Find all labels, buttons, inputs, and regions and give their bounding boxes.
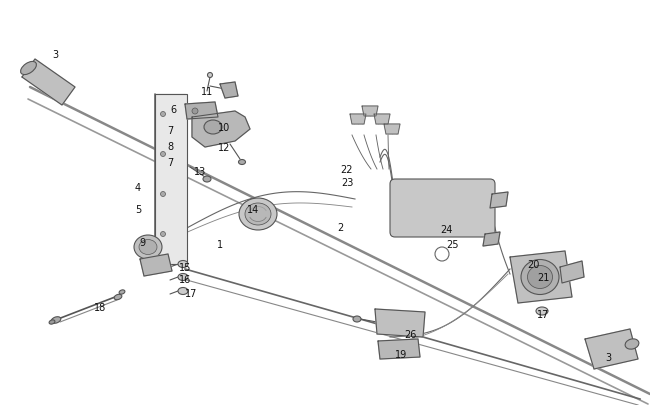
Text: 20: 20 [526, 259, 539, 269]
Text: 17: 17 [537, 309, 549, 319]
Text: 6: 6 [170, 105, 176, 115]
Ellipse shape [353, 316, 361, 322]
Ellipse shape [139, 240, 157, 255]
Ellipse shape [119, 290, 125, 294]
Ellipse shape [239, 198, 277, 230]
Text: 11: 11 [201, 87, 213, 97]
Text: 12: 12 [218, 143, 230, 153]
Text: 3: 3 [605, 352, 611, 362]
Text: 7: 7 [167, 126, 173, 136]
Text: 24: 24 [440, 224, 452, 234]
Text: 16: 16 [179, 274, 191, 284]
Text: 21: 21 [537, 272, 549, 282]
Polygon shape [185, 103, 218, 120]
Text: 15: 15 [179, 262, 191, 272]
Polygon shape [140, 254, 172, 276]
Text: 4: 4 [135, 183, 141, 192]
Text: 14: 14 [247, 205, 259, 215]
Polygon shape [510, 252, 572, 303]
Ellipse shape [192, 109, 198, 115]
Text: 19: 19 [395, 349, 407, 359]
Text: 25: 25 [447, 239, 460, 249]
Text: 17: 17 [185, 288, 197, 298]
Polygon shape [362, 107, 378, 117]
Polygon shape [378, 339, 420, 359]
Text: 9: 9 [139, 237, 145, 247]
Polygon shape [22, 60, 75, 106]
Text: 8: 8 [167, 142, 173, 151]
Ellipse shape [134, 235, 162, 259]
Polygon shape [374, 115, 390, 125]
Ellipse shape [161, 192, 166, 197]
Text: 5: 5 [135, 205, 141, 215]
FancyBboxPatch shape [390, 179, 495, 237]
Polygon shape [220, 83, 238, 99]
Text: 2: 2 [337, 222, 343, 232]
Ellipse shape [521, 260, 559, 295]
Text: 22: 22 [341, 164, 353, 175]
Polygon shape [560, 261, 584, 284]
Ellipse shape [204, 121, 222, 135]
Polygon shape [384, 125, 400, 135]
Ellipse shape [161, 112, 166, 117]
Ellipse shape [178, 288, 188, 295]
Ellipse shape [536, 307, 548, 315]
Bar [155, 95, 187, 264]
Ellipse shape [178, 261, 188, 268]
Ellipse shape [21, 62, 36, 75]
Ellipse shape [207, 73, 213, 78]
Polygon shape [490, 192, 508, 209]
Text: 23: 23 [341, 177, 353, 188]
Text: 1: 1 [217, 239, 223, 249]
Ellipse shape [245, 203, 271, 226]
Ellipse shape [114, 294, 122, 300]
Polygon shape [375, 309, 425, 337]
Ellipse shape [178, 274, 188, 281]
Polygon shape [483, 232, 500, 246]
Ellipse shape [625, 339, 639, 349]
Text: 7: 7 [167, 158, 173, 168]
Polygon shape [350, 115, 366, 125]
Polygon shape [192, 112, 250, 148]
Ellipse shape [239, 160, 246, 165]
Ellipse shape [51, 317, 61, 324]
Text: 10: 10 [218, 123, 230, 133]
Text: 18: 18 [94, 302, 106, 312]
Ellipse shape [49, 320, 55, 324]
Text: 26: 26 [404, 329, 416, 339]
Ellipse shape [161, 152, 166, 157]
Polygon shape [585, 329, 638, 369]
Ellipse shape [161, 232, 166, 237]
Ellipse shape [203, 177, 211, 183]
Text: 13: 13 [194, 166, 206, 177]
Text: 3: 3 [52, 50, 58, 60]
Ellipse shape [528, 266, 552, 289]
